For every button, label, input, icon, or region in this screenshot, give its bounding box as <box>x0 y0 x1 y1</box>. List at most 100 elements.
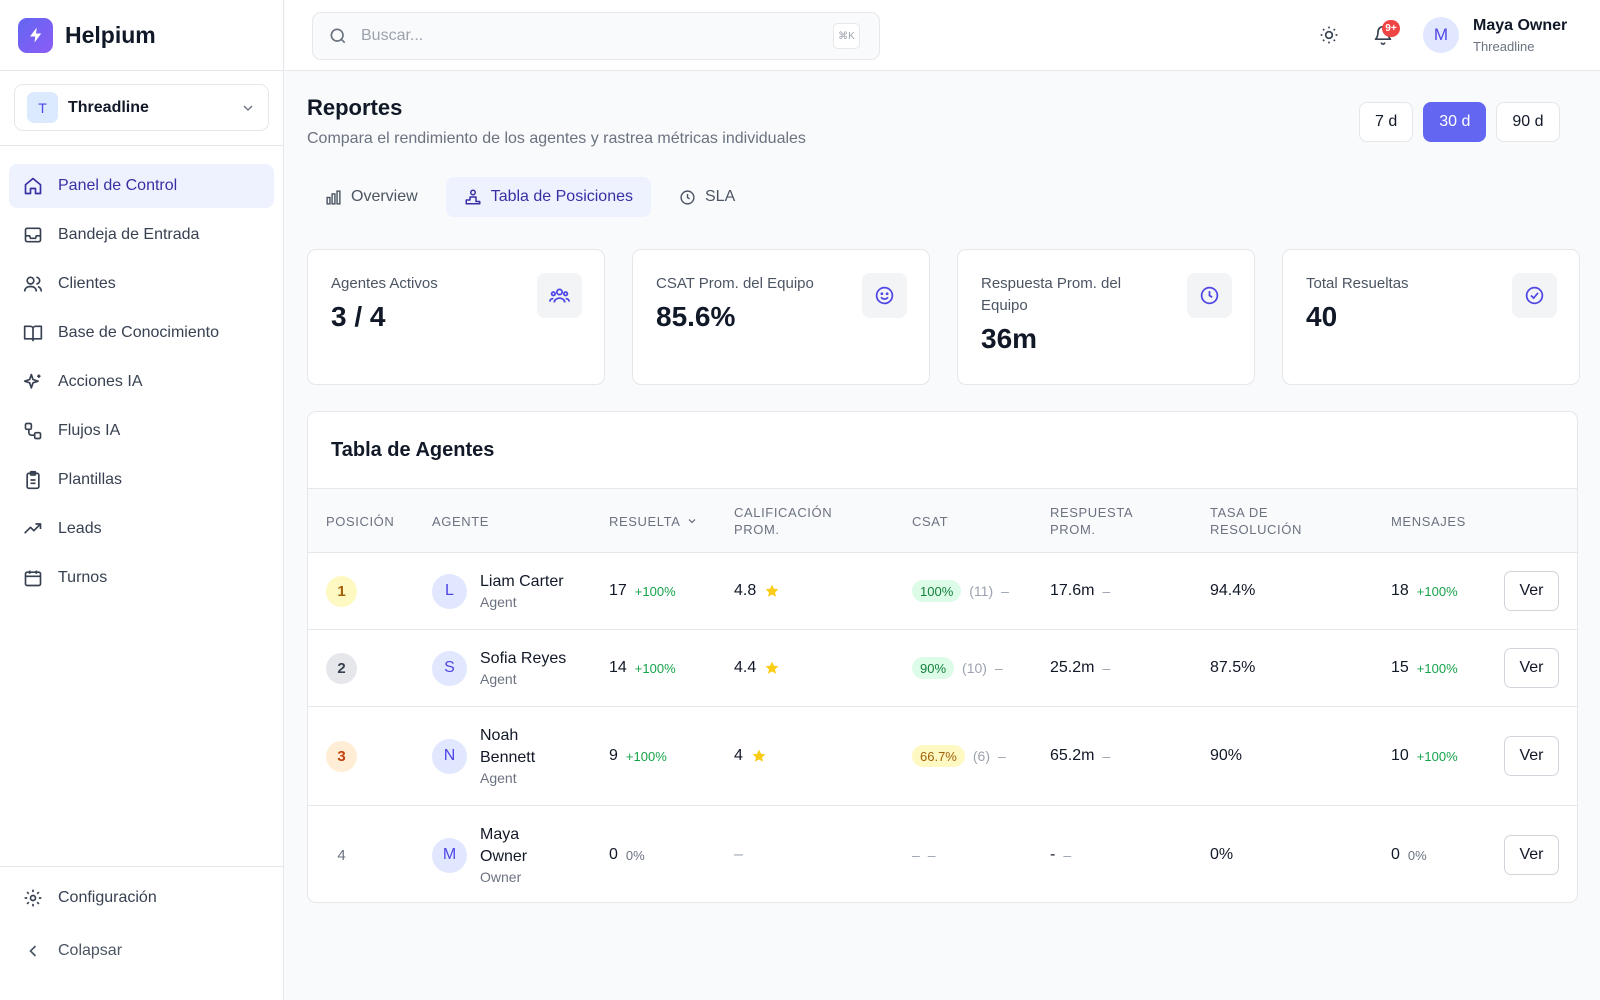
agent-name: Liam Carter <box>480 573 564 590</box>
resolved-value: 9 <box>609 747 618 764</box>
rank-badge: 3 <box>326 740 357 772</box>
tab-label: SLA <box>705 188 736 205</box>
table-row: 4 M Maya Owner Owner 0 0% – – – - – 0% 0 0% V… <box>308 806 1577 902</box>
resolved-cell: 0 0% <box>609 806 645 902</box>
chevron-down-icon <box>243 105 253 111</box>
response-trend: – <box>1102 660 1111 676</box>
rating-cell: 4 <box>734 707 767 805</box>
table-row: 1 L Liam Carter Agent 17 +100% 4.8 100% (11… <box>308 553 1577 630</box>
response-trend: – <box>1102 583 1111 599</box>
lightning-icon <box>18 17 53 53</box>
bar-chart-icon <box>326 189 341 205</box>
csat-badge: 90% <box>912 657 955 679</box>
csat-count: (11) <box>969 583 994 599</box>
clock-icon <box>1187 273 1232 318</box>
sidebar-item-ai-flows[interactable]: Flujos IA <box>9 409 274 453</box>
messages-delta: +100% <box>1416 660 1458 676</box>
messages-cell: 10 +100% <box>1391 707 1458 805</box>
user-org: Threadline <box>1473 39 1535 54</box>
chevron-down-icon <box>688 519 695 524</box>
agent-name: Noah Bennett <box>480 727 536 766</box>
tab-sla[interactable]: SLA <box>661 177 753 217</box>
tab-overview[interactable]: Overview <box>307 177 436 217</box>
rating-value: 4.4 <box>734 659 757 676</box>
csat-trend: – <box>998 748 1006 764</box>
org-switcher-wrap: T Threadline <box>0 71 283 146</box>
range-90d-button[interactable]: 90 d <box>1496 102 1560 142</box>
sidebar-item-customers[interactable]: Clientes <box>9 262 274 306</box>
rating-value: 4.8 <box>734 582 757 599</box>
clipboard-icon <box>26 470 40 490</box>
csat-cell: 100% (11) – <box>912 553 1009 629</box>
star-icon <box>765 661 779 674</box>
tab-leaderboard[interactable]: Tabla de Posiciones <box>445 177 651 217</box>
calendar-icon <box>24 570 42 587</box>
sidebar-item-settings[interactable]: Configuración <box>9 876 274 920</box>
table-row: 3 N Noah Bennett Agent 9 +100% 4 66.7% (6) –… <box>308 707 1577 806</box>
clock-icon <box>680 189 695 205</box>
app-name: Helpium <box>65 21 156 48</box>
resolved-delta: +100% <box>634 660 676 676</box>
view-agent-button[interactable]: Ver <box>1504 648 1559 688</box>
response-cell: 25.2m – <box>1050 630 1110 706</box>
report-tabs: Overview Tabla de Posiciones SLA <box>307 177 753 217</box>
stat-value: 3 / 4 <box>331 301 386 332</box>
view-agent-button[interactable]: Ver <box>1504 835 1559 875</box>
rank-badge: 2 <box>326 652 357 684</box>
users-icon <box>23 276 43 292</box>
stat-value: 40 <box>1306 301 1338 332</box>
stat-value: 85.6% <box>656 301 736 332</box>
stat-card-active-agents: Agentes Activos 3 / 4 <box>307 249 605 385</box>
stat-card-team-csat: CSAT Prom. del Equipo 85.6% <box>632 249 930 385</box>
search-input[interactable]: Buscar... ⌘K <box>312 12 880 60</box>
messages-delta: +100% <box>1416 748 1458 764</box>
range-30d-button[interactable]: 30 d <box>1423 102 1487 142</box>
sun-icon[interactable] <box>1319 25 1339 45</box>
sidebar-item-templates[interactable]: Plantillas <box>9 458 274 502</box>
response-cell: - – <box>1050 806 1071 902</box>
date-range-selector: 7 d 30 d 90 d <box>1359 102 1560 142</box>
csat-badge: 66.7% <box>912 745 965 767</box>
sidebar-item-inbox[interactable]: Bandeja de Entrada <box>9 213 274 257</box>
agent-name: Sofia Reyes <box>480 650 567 667</box>
sidebar-item-leads[interactable]: Leads <box>9 507 274 551</box>
response-value: - <box>1050 846 1056 863</box>
rank-cell: 3 <box>326 707 357 805</box>
inbox-icon <box>24 227 42 243</box>
collapse-sidebar-button[interactable]: Colapsar <box>9 929 274 973</box>
csat-badge: 100% <box>912 580 962 602</box>
column-header-position: POSICIÓN <box>326 513 395 529</box>
sidebar-item-knowledge-base[interactable]: Base de Conocimiento <box>9 311 274 355</box>
view-agent-button[interactable]: Ver <box>1504 736 1559 776</box>
column-header-csat: CSAT <box>912 513 949 529</box>
stat-label: Total Resueltas <box>1306 275 1409 292</box>
agent-role: Agent <box>480 671 517 687</box>
csat-count: (10) <box>962 660 987 676</box>
sidebar-item-dashboard[interactable]: Panel de Control <box>9 164 274 208</box>
response-cell: 17.6m – <box>1050 553 1110 629</box>
view-agent-button[interactable]: Ver <box>1504 571 1559 611</box>
sidebar-item-ai-actions[interactable]: Acciones IA <box>9 360 274 404</box>
agent-cell: S Sofia Reyes Agent <box>432 630 566 706</box>
action-cell: Ver <box>1504 553 1559 629</box>
resolved-value: 14 <box>609 659 627 676</box>
user-name[interactable]: Maya Owner <box>1473 17 1568 34</box>
avatar: L <box>432 573 467 609</box>
csat-cell: – – <box>912 806 936 902</box>
topbar: Buscar... ⌘K 9+ M Maya Owner Threadline <box>285 0 1600 71</box>
csat-badge: – <box>912 847 920 863</box>
stat-value: 36m <box>981 323 1038 354</box>
org-switcher[interactable]: T Threadline <box>14 84 269 131</box>
response-value: 17.6m <box>1050 582 1095 599</box>
trending-up-icon <box>24 523 42 534</box>
resolution-rate-cell: 0% <box>1210 846 1234 863</box>
range-7d-button[interactable]: 7 d <box>1359 102 1414 142</box>
sidebar-item-label: Acciones IA <box>58 373 143 390</box>
avatar[interactable]: M <box>1423 17 1459 53</box>
column-header-resolution-rate: TASA DE RESOLUCIÓN <box>1210 505 1302 537</box>
sidebar-item-label: Turnos <box>58 569 108 586</box>
column-header-resolved[interactable]: RESUELTA <box>609 489 719 553</box>
messages-cell: 18 +100% <box>1391 553 1458 629</box>
sidebar-item-shifts[interactable]: Turnos <box>9 556 274 600</box>
response-value: 25.2m <box>1050 659 1095 676</box>
